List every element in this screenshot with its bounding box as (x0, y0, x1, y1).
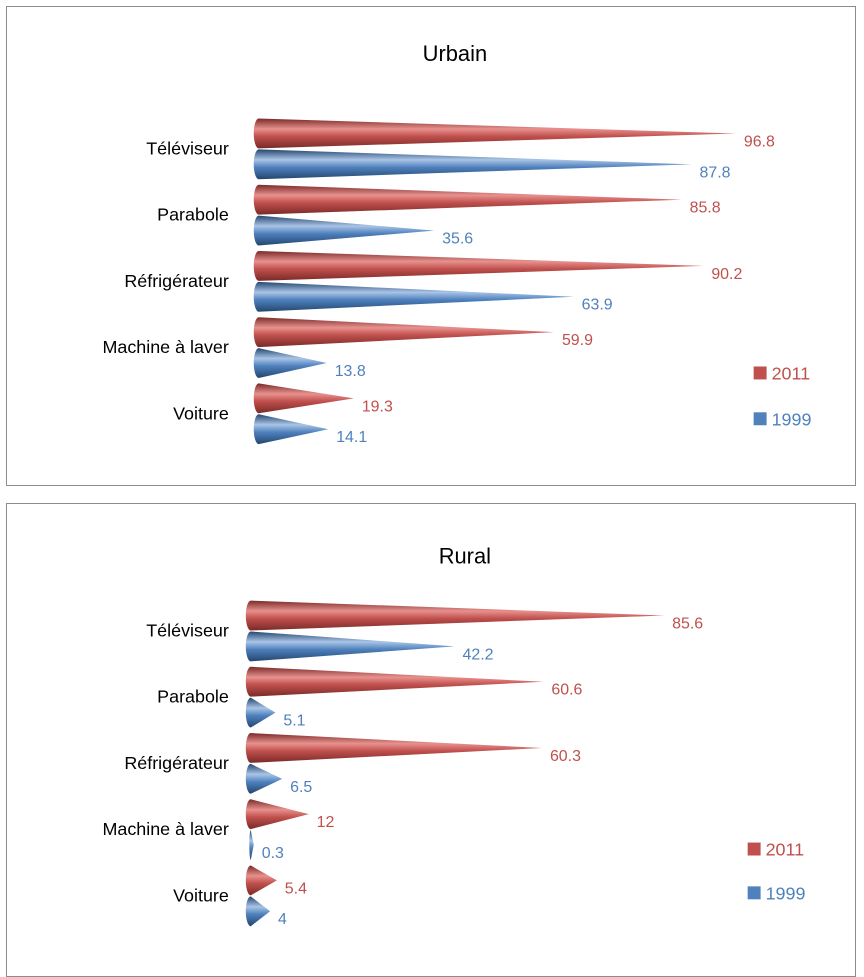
category-label: Réfrigérateur (124, 271, 229, 291)
legend-swatch-1999 (747, 886, 761, 900)
data-label: 60.6 (551, 682, 582, 699)
bar-1999 (253, 149, 692, 180)
data-label: 12 (317, 814, 335, 831)
data-label: 59.9 (562, 332, 593, 349)
category-label: Voiture (173, 885, 229, 905)
category-label: Réfrigérateur (124, 753, 229, 773)
legend-swatch-2011 (753, 366, 767, 380)
rural-chart: Rural Téléviseur 85.6 42.2 Parabole 60.6 5.1 R… (102, 544, 806, 928)
bar-2011 (253, 250, 704, 281)
bar-1999 (253, 348, 327, 378)
data-label: 13.8 (335, 363, 366, 380)
category-label: Voiture (173, 403, 229, 423)
category-label: Parabole (157, 687, 229, 707)
bar-2011 (245, 865, 277, 896)
bar-2011 (245, 733, 542, 763)
bar-2011 (253, 383, 354, 414)
data-label: 35.6 (442, 231, 473, 248)
rural-chart-panel: Rural Téléviseur 85.6 42.2 Parabole 60.6 5.1 R… (6, 503, 856, 977)
chart-title: Urbain (423, 41, 488, 66)
legend-label: 2011 (766, 840, 805, 860)
bar-1999 (245, 697, 276, 728)
legend-swatch-1999 (753, 412, 767, 426)
data-label: 0.3 (262, 845, 284, 862)
bar-1999 (253, 215, 435, 246)
data-label: 14.1 (336, 429, 367, 446)
bar-2011 (253, 184, 682, 215)
category-label: Téléviseur (146, 620, 229, 640)
bar-1999 (249, 830, 254, 860)
bar-1999 (253, 281, 574, 312)
chart-title: Rural (439, 544, 491, 569)
data-label: 5.1 (283, 713, 305, 730)
data-label: 6.5 (290, 779, 312, 796)
bar-2011 (253, 118, 736, 149)
data-label: 85.8 (690, 200, 721, 217)
data-label: 60.3 (550, 748, 581, 765)
data-label: 96.8 (744, 133, 775, 150)
bar-1999 (245, 896, 271, 927)
category-label: Parabole (157, 205, 229, 225)
legend-swatch-2011 (747, 842, 761, 856)
bar-2011 (245, 600, 665, 631)
bar-1999 (245, 631, 455, 662)
data-label: 19.3 (362, 398, 393, 415)
urbain-chart-panel: Urbain Téléviseur 96.8 87.8 Parabole 85.8 35.… (6, 6, 856, 486)
data-label: 4 (278, 911, 287, 928)
category-label: Machine à laver (102, 337, 228, 357)
bar-1999 (245, 763, 283, 794)
data-label: 42.2 (463, 646, 494, 663)
category-label: Machine à laver (102, 819, 228, 839)
bar-2011 (245, 799, 309, 830)
bar-1999 (253, 414, 329, 445)
bar-2011 (245, 666, 544, 697)
data-label: 87.8 (699, 164, 730, 181)
bar-2011 (253, 317, 554, 348)
category-label: Téléviseur (146, 138, 229, 158)
data-label: 90.2 (711, 266, 742, 283)
legend-label: 2011 (772, 363, 811, 383)
data-label: 85.6 (672, 615, 703, 632)
urbain-chart: Urbain Téléviseur 96.8 87.8 Parabole 85.8 35.… (102, 41, 812, 446)
legend-label: 1999 (766, 883, 806, 903)
data-label: 63.9 (582, 297, 613, 314)
data-label: 5.4 (285, 880, 307, 897)
legend-label: 1999 (772, 409, 812, 429)
